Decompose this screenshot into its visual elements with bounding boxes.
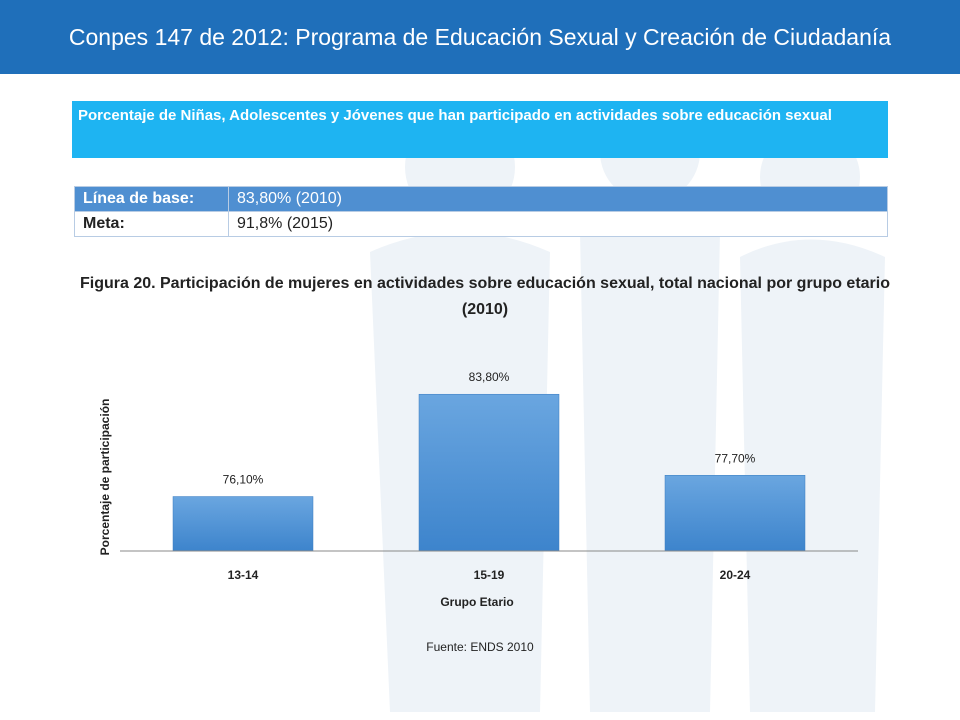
x-tick-15-19: 15-19 xyxy=(474,568,505,582)
goal-label: Meta: xyxy=(74,211,229,237)
x-tick-20-24: 20-24 xyxy=(720,568,751,582)
baseline-row: Línea de base: 83,80% (2010) xyxy=(74,186,888,212)
y-axis-title: Porcentaje de participación xyxy=(98,399,112,556)
goal-row: Meta: 91,8% (2015) xyxy=(74,211,888,237)
figure-caption: Figura 20. Participación de mujeres en a… xyxy=(79,275,890,318)
slide-title-bar: Conpes 147 de 2012: Programa de Educació… xyxy=(0,0,960,74)
slide-title: Conpes 147 de 2012: Programa de Educació… xyxy=(68,23,892,50)
bar-15-19 xyxy=(418,393,560,552)
baseline-label: Línea de base: xyxy=(74,186,229,212)
x-tick-13-14: 13-14 xyxy=(228,568,259,582)
metrics-table: Línea de base: 83,80% (2010) Meta: 91,8%… xyxy=(74,186,888,237)
goal-value: 91,8% (2015) xyxy=(228,211,888,237)
baseline-value: 83,80% (2010) xyxy=(228,186,888,212)
data-label-20-24: 77,70% xyxy=(715,451,756,465)
bar-13-14 xyxy=(172,496,314,552)
figure-source: Fuente: ENDS 2010 xyxy=(426,640,534,654)
x-axis-title: Grupo Etario xyxy=(440,595,513,609)
bar-20-24 xyxy=(664,475,806,552)
data-label-15-19: 83,80% xyxy=(469,370,510,384)
figures-watermark xyxy=(370,102,885,712)
bar-chart: 76,10% 13-14 83,80% 15-19 77,70% 20-24 Grupo E… xyxy=(98,370,858,609)
indicator-box: Porcentaje de Niñas, Adolescentes y Jóve… xyxy=(72,101,888,158)
indicator-text: Porcentaje de Niñas, Adolescentes y Jóve… xyxy=(78,107,832,124)
data-label-13-14: 76,10% xyxy=(223,473,264,487)
